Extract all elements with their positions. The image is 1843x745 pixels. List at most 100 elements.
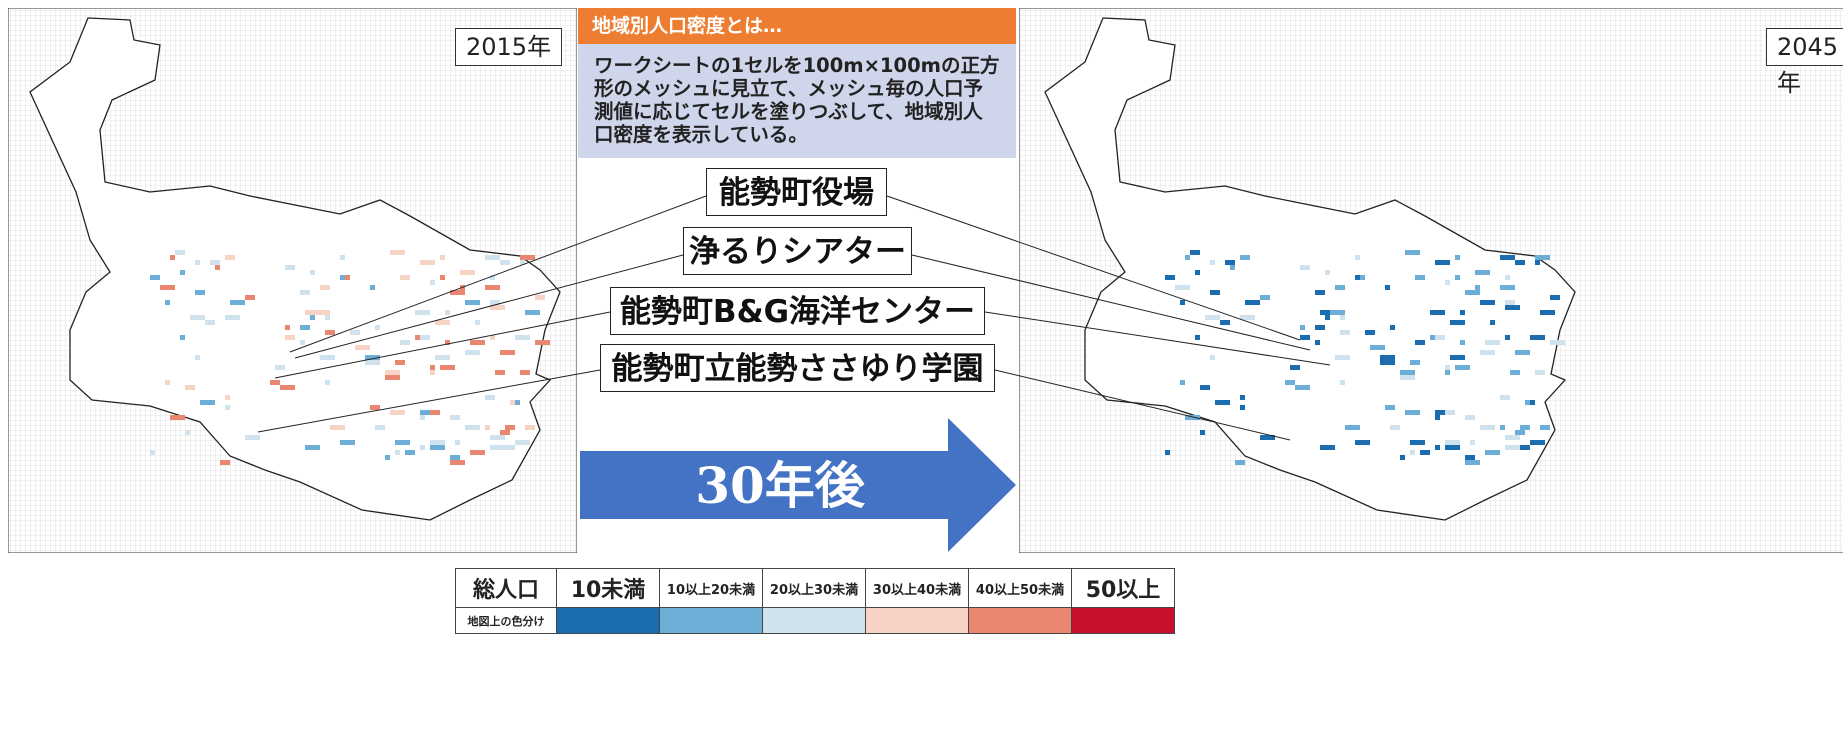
mesh-cell <box>1315 325 1325 330</box>
mesh-cell <box>230 300 245 305</box>
mesh-cell <box>395 440 410 445</box>
place-label: 能勢町B&G海洋センター <box>610 287 985 335</box>
mesh-cell <box>395 450 400 455</box>
mesh-cell <box>1485 450 1500 455</box>
mesh-cell <box>1335 355 1350 360</box>
legend-swatch <box>865 607 969 634</box>
mesh-cell <box>340 440 355 445</box>
mesh-cell <box>1360 275 1365 280</box>
mesh-cell <box>1455 255 1460 260</box>
mesh-cell <box>1505 435 1520 440</box>
mesh-cell <box>1445 365 1450 370</box>
mesh-cell <box>1505 300 1515 305</box>
mesh-cell <box>1245 300 1260 305</box>
mesh-cell <box>200 400 215 405</box>
mesh-cell <box>1435 335 1445 340</box>
mesh-cell <box>1355 440 1370 445</box>
mesh-cell <box>1180 300 1185 305</box>
mesh-cell <box>1185 415 1200 420</box>
legend: 総人口 10未満 10以上20未満 20以上30未満 30以上40未満 40以上… <box>455 568 1175 634</box>
mesh-cell <box>1400 370 1415 375</box>
legend-class-label: 50以上 <box>1071 568 1175 608</box>
mesh-cell <box>1315 290 1325 295</box>
mesh-cell <box>280 385 295 390</box>
mesh-cell <box>535 295 545 300</box>
mesh-cell <box>1285 380 1295 385</box>
mesh-cell <box>185 430 190 435</box>
mesh-cell <box>205 320 215 325</box>
mesh-cell <box>1530 400 1535 405</box>
mesh-cell <box>1420 450 1430 455</box>
info-body: ワークシートの1セルを100m×100mの正方形のメッシュに見立て、メッシュ毎の… <box>578 44 1016 158</box>
mesh-cell <box>1430 310 1445 315</box>
legend-row-label: 地図上の色分け <box>455 607 557 634</box>
mesh-cell <box>1385 285 1390 290</box>
mesh-cell <box>1295 385 1310 390</box>
mesh-cell <box>1515 350 1530 355</box>
mesh-cell <box>505 425 515 430</box>
mesh-cell <box>245 295 255 300</box>
mesh-cell <box>1465 290 1480 295</box>
mesh-cell <box>195 355 200 360</box>
mesh-cell <box>430 370 435 375</box>
mesh-cell <box>430 280 435 285</box>
mesh-cell <box>160 285 175 290</box>
mesh-cell <box>1465 460 1480 465</box>
mesh-cell <box>1340 380 1345 385</box>
mesh-cell <box>375 425 385 430</box>
mesh-cell <box>1410 440 1425 445</box>
mesh-cell <box>1510 370 1520 375</box>
info-title: 地域別人口密度とは… <box>578 8 1016 44</box>
mesh-cell <box>1415 340 1425 345</box>
mesh-cell <box>320 285 330 290</box>
mesh-cell <box>465 425 480 430</box>
mesh-cell <box>1465 455 1475 460</box>
mesh-cell <box>180 270 185 275</box>
mesh-cell <box>1385 405 1395 410</box>
mesh-cell <box>1540 310 1555 315</box>
mesh-cell <box>1490 320 1495 325</box>
mesh-cell <box>1325 270 1330 275</box>
mesh-cell <box>1500 425 1505 430</box>
mesh-cell <box>1475 285 1480 290</box>
mesh-cell <box>430 445 445 450</box>
mesh-cell <box>1390 425 1400 430</box>
mesh-cell <box>150 450 155 455</box>
mesh-cell <box>320 355 335 360</box>
mesh-cell <box>365 355 380 360</box>
mesh-cell <box>1300 265 1310 270</box>
mesh-cell <box>440 275 445 280</box>
mesh-cell <box>1500 395 1510 400</box>
mesh-cell <box>490 300 500 305</box>
mesh-cell <box>1455 275 1460 280</box>
mesh-cell <box>420 410 430 415</box>
mesh-cell <box>1410 450 1415 455</box>
mesh-cell <box>1365 330 1375 335</box>
mesh-cell <box>285 325 290 330</box>
mesh-cell <box>270 380 280 385</box>
mesh-cell <box>445 310 450 315</box>
mesh-cell <box>1325 315 1330 320</box>
mesh-cell <box>350 330 360 335</box>
mesh-cell <box>1535 255 1550 260</box>
mesh-cell <box>330 425 345 430</box>
mesh-cell <box>325 315 330 320</box>
mesh-cell <box>1220 320 1230 325</box>
mesh-cell <box>245 435 260 440</box>
leader-lines <box>257 195 1331 441</box>
mesh-cell <box>1470 440 1475 445</box>
legend-class-label: 10以上20未満 <box>659 568 763 608</box>
mesh-cell <box>1485 340 1500 345</box>
mesh-cell <box>1530 440 1545 445</box>
mesh-cell <box>1530 335 1545 340</box>
mesh-cell <box>175 250 185 255</box>
mesh-cell <box>150 275 160 280</box>
mesh-cell <box>1500 255 1515 260</box>
mesh-cell <box>375 325 380 330</box>
mesh-cell <box>1210 355 1215 360</box>
mesh-cell <box>460 270 475 275</box>
mesh-cell <box>215 265 220 270</box>
mesh-cell <box>1505 445 1520 450</box>
mesh-cell <box>450 460 465 465</box>
mesh-cell <box>520 370 530 375</box>
